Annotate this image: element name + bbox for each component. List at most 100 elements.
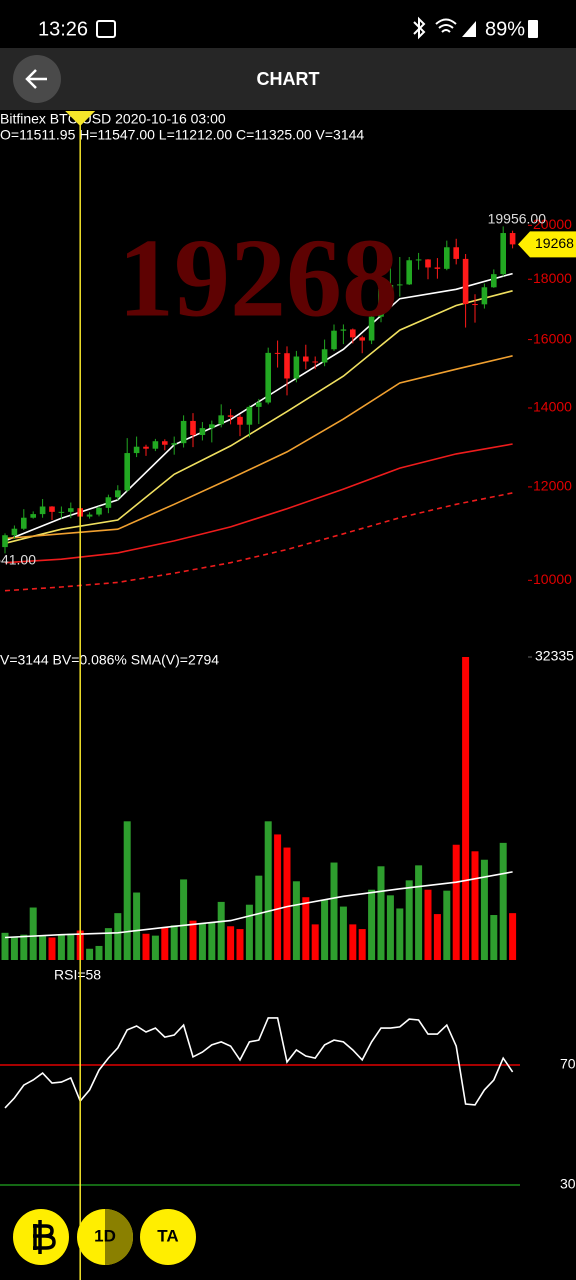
candle-body — [284, 353, 290, 379]
volume-bar — [189, 920, 197, 960]
y-tick-label: 30 — [560, 1176, 576, 1192]
volume-bar — [104, 928, 112, 960]
moving-average — [4, 355, 513, 540]
bluetooth-icon — [413, 16, 426, 40]
candle-body — [340, 329, 347, 331]
volume-bar — [424, 889, 432, 960]
battery-icon — [528, 20, 538, 38]
volume-bar — [321, 900, 329, 960]
volume-bar — [405, 880, 413, 960]
candle-body — [190, 420, 196, 436]
price-watermark: 19268 — [118, 217, 398, 341]
candle-body — [481, 287, 488, 305]
volume-bar — [86, 948, 94, 960]
header-bar — [0, 48, 576, 110]
volume-bar — [39, 935, 47, 960]
candle-body — [293, 356, 300, 379]
candle-body — [415, 259, 422, 261]
high-label: 19956.00 — [488, 211, 547, 227]
volume-bar — [114, 913, 122, 960]
volume-bar — [452, 844, 460, 960]
volume-bar — [123, 821, 131, 960]
volume-bar — [151, 935, 159, 960]
candle-body — [2, 535, 8, 548]
candle-body — [462, 258, 469, 305]
chart-title: Bitfinex BTC/USD 2020-10-16 03:00 — [0, 111, 226, 127]
candle-body — [21, 517, 27, 529]
candle-body — [105, 497, 112, 508]
candle-body — [30, 514, 36, 518]
candle-body — [472, 304, 478, 306]
volume-bar — [415, 865, 423, 960]
y-tick-label: 70 — [560, 1056, 576, 1072]
chart-area: 10000 12000 14000 16000 18000 20000 19268 19956… — [0, 111, 576, 1280]
wifi-icon — [435, 18, 457, 33]
volume-bar — [339, 906, 347, 960]
volume-bar — [48, 937, 56, 960]
volume-bar — [292, 881, 300, 960]
volume-bar — [236, 929, 244, 960]
volume-bar — [443, 890, 451, 960]
volume-bar — [302, 897, 310, 960]
candle-body — [368, 316, 375, 341]
price-tag — [518, 231, 576, 258]
bottom-buttons: 1D TA — [13, 1209, 196, 1265]
volume-bar — [198, 923, 206, 960]
y-tick-label: 16000 — [533, 330, 572, 346]
candle-body — [434, 267, 441, 269]
candle-body — [425, 259, 431, 268]
volume-bar — [358, 929, 366, 960]
volume-bar — [67, 933, 75, 960]
candle-body — [331, 330, 337, 350]
status-icon — [96, 20, 116, 38]
volume-bar — [433, 914, 441, 960]
candle-body — [58, 511, 65, 513]
volume-bar — [133, 892, 141, 960]
volume-bar — [386, 895, 394, 960]
candle-body — [133, 446, 140, 454]
status-time: 13:26 — [38, 18, 88, 40]
y-tick-label: 20000 — [533, 216, 572, 232]
candle-body — [265, 352, 271, 403]
ohlc-info: O=11511.95 H=11547.00 L=11212.00 C=11325… — [0, 127, 364, 143]
candle-body — [171, 443, 177, 445]
volume-bar — [170, 925, 178, 960]
volume-bar — [368, 889, 376, 960]
volume-bar — [255, 875, 263, 960]
candle-body — [491, 274, 497, 288]
volume-bar — [29, 907, 37, 960]
volume-bar — [471, 851, 479, 960]
candle-body — [86, 514, 93, 517]
volume-bar — [95, 945, 103, 960]
volume-bar — [57, 934, 65, 960]
candle-body — [143, 446, 149, 449]
battery-level: 89% — [485, 18, 525, 40]
volume-bar — [274, 834, 282, 960]
candle-body — [274, 352, 281, 354]
candle-body — [96, 507, 102, 515]
candle-body — [49, 506, 55, 512]
candle-body — [387, 284, 394, 290]
volume-bar — [245, 904, 253, 960]
y-tick-label: 18000 — [533, 270, 572, 286]
candle-body — [500, 233, 506, 275]
analysis-button[interactable] — [140, 1209, 196, 1265]
candle-body — [180, 420, 187, 444]
candle-body — [256, 402, 262, 407]
volume-bar — [499, 842, 507, 960]
analysis-label: TA — [157, 1226, 178, 1245]
candle-body — [303, 356, 309, 362]
candle-body — [162, 441, 168, 445]
candle-body — [350, 329, 356, 338]
signal-icon — [462, 21, 476, 37]
candle-body — [444, 247, 450, 269]
interval-shade — [105, 1209, 133, 1265]
volume-bar — [462, 657, 470, 960]
moving-average — [4, 492, 513, 592]
volume-bar — [396, 908, 404, 960]
moving-average — [4, 443, 513, 564]
candle-body — [152, 441, 159, 449]
candle-body — [453, 247, 459, 259]
volume-sma — [4, 871, 513, 939]
